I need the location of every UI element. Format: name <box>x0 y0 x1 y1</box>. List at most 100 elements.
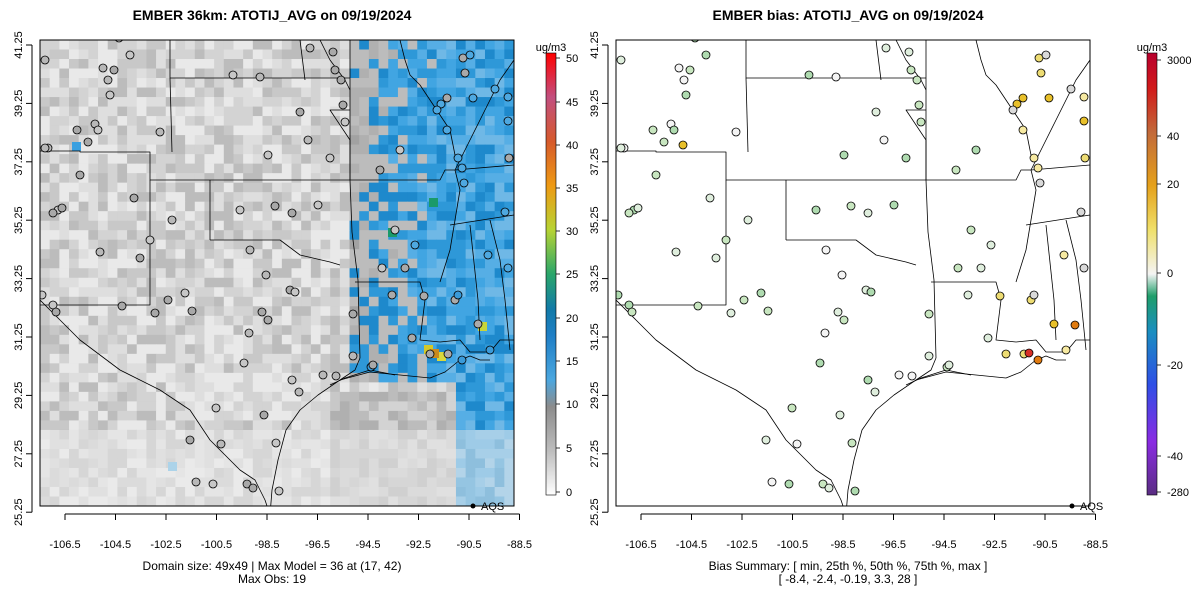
aqs-station-dot <box>129 193 139 203</box>
x-tick-label: -106.5 <box>625 539 656 551</box>
aqs-station-dot <box>109 65 119 75</box>
aqs-station-dot <box>503 263 513 273</box>
aqs-bias-dot <box>1001 349 1011 359</box>
aqs-bias-dot <box>1036 68 1046 78</box>
x-tick-label: -92.5 <box>406 539 431 551</box>
aqs-bias-dot <box>731 127 741 137</box>
aqs-station-dot <box>330 65 340 75</box>
aqs-station-dot <box>425 349 435 359</box>
aqs-station-dot <box>305 43 315 53</box>
aqs-bias-dot <box>833 307 843 317</box>
aqs-station-dot <box>187 306 197 316</box>
aqs-observation-dots-left <box>40 31 514 496</box>
aqs-bias-dot <box>914 100 924 110</box>
aqs-station-dot <box>242 479 252 489</box>
aqs-station-dot <box>51 307 61 317</box>
aqs-bias-dot <box>818 479 828 489</box>
aqs-station-dot <box>395 145 405 155</box>
aqs-bias-dot <box>815 358 825 368</box>
aqs-station-dot <box>340 117 350 127</box>
y-tick-label: 25.25 <box>589 498 601 526</box>
right-map-background <box>616 40 1090 506</box>
aqs-bias-dot <box>1079 116 1089 126</box>
aqs-station-dot <box>98 31 106 39</box>
left-colorbar <box>545 52 557 496</box>
aqs-station-dot <box>442 125 452 135</box>
aqs-bias-dot <box>1029 153 1039 163</box>
aqs-station-dot <box>436 99 446 109</box>
aqs-station-dot <box>72 125 82 135</box>
aqs-station-dot <box>95 247 105 257</box>
x-tick-label: -96.5 <box>305 539 330 551</box>
aqs-station-dot <box>211 403 221 413</box>
aqs-bias-dot <box>866 287 876 297</box>
aqs-station-dot <box>255 72 265 82</box>
aqs-station-dot <box>328 47 338 57</box>
aqs-station-dot <box>442 93 452 103</box>
aqs-station-dot <box>239 358 249 368</box>
aqs-bias-dot <box>616 290 623 300</box>
aqs-bias-dot <box>1080 153 1090 163</box>
aqs-station-dot <box>263 315 273 325</box>
aqs-station-dot <box>261 270 271 280</box>
aqs-bias-dot <box>763 306 773 316</box>
aqs-bias-dot <box>839 150 849 160</box>
aqs-bias-dot <box>894 370 904 380</box>
colorbar-tick-label: -20 <box>1167 360 1183 372</box>
aqs-bias-dot <box>966 225 976 235</box>
aqs-station-dot <box>57 203 67 213</box>
y-tick-label: 25.25 <box>13 498 25 526</box>
aqs-station-dot <box>235 205 245 215</box>
aqs-bias-dot <box>906 65 916 75</box>
x-tick-label: -96.5 <box>881 539 906 551</box>
aqs-bias-dot <box>761 435 771 445</box>
aqs-bias-dot <box>711 253 721 263</box>
aqs-bias-dot <box>837 270 847 280</box>
y-tick-label: 33.25 <box>589 265 601 293</box>
aqs-bias-dot <box>756 288 766 298</box>
x-tick-label: -88.5 <box>507 539 532 551</box>
aqs-station-dot <box>336 75 346 85</box>
aqs-station-dot <box>490 84 500 94</box>
aqs-station-dot <box>191 477 201 487</box>
aqs-station-dot <box>443 349 453 359</box>
left-footer-line1: Domain size: 49x49 | Max Model = 36 at (… <box>143 559 402 573</box>
aqs-station-dot <box>485 345 495 355</box>
aqs-station-dot <box>48 208 58 218</box>
aqs-bias-dot <box>846 201 856 211</box>
aqs-bias-dot <box>811 205 821 215</box>
aqs-station-dot <box>473 319 483 329</box>
y-tick-label: 37.25 <box>13 148 25 176</box>
aqs-bias-dot <box>1066 84 1076 94</box>
aqs-station-dot <box>390 225 400 235</box>
aqs-bias-dots-right <box>616 40 1090 496</box>
x-tick-label: -88.5 <box>1083 539 1108 551</box>
aqs-bias-dot <box>976 263 986 273</box>
aqs-station-dot <box>295 107 305 117</box>
aqs-station-dot <box>185 435 195 445</box>
right-axes: -106.5 -104.5 -102.5 -100.5 -98.5 -96.5 -94.5 -… <box>589 31 1108 551</box>
left-footer-line2: Max Obs: 19 <box>238 572 306 586</box>
aqs-bias-dot <box>671 247 681 257</box>
aqs-bias-dot <box>701 50 711 60</box>
aqs-station-dot <box>303 135 313 145</box>
aqs-bias-dot <box>983 333 993 343</box>
aqs-bias-dot <box>821 245 831 255</box>
aqs-station-dot <box>245 245 255 255</box>
aqs-bias-dot <box>1033 163 1043 173</box>
y-tick-label: 39.25 <box>13 90 25 118</box>
aqs-station-dot <box>325 153 335 163</box>
aqs-bias-dot <box>824 483 834 493</box>
x-tick-label: -90.5 <box>1032 539 1057 551</box>
aqs-bias-dot <box>1061 345 1071 355</box>
aqs-legend-label-right: AQS <box>1080 501 1103 513</box>
aqs-station-dot <box>368 360 378 370</box>
aqs-bias-dot <box>831 72 841 82</box>
y-tick-label: 39.25 <box>589 90 601 118</box>
colorbar-tick-label: 20 <box>566 313 578 325</box>
colorbar-tick-label: -280 <box>1167 487 1189 499</box>
y-tick-label: 37.25 <box>589 148 601 176</box>
aqs-station-dot <box>98 63 108 73</box>
aqs-bias-dot <box>879 135 889 145</box>
